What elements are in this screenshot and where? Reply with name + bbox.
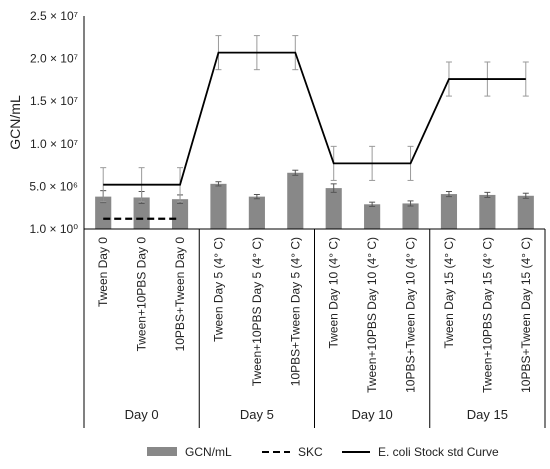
category-label-9: Tween Day 15 (4° C) (442, 237, 456, 349)
legend-label-0: GCN/mL (185, 445, 232, 459)
category-label-8: 10PBS+Tween Day 10 (4° C) (404, 237, 418, 393)
legend-swatch-0 (147, 447, 177, 456)
category-label-1: Tween+10PBS Day 0 (135, 237, 149, 352)
group-label-3: Day 15 (467, 407, 508, 422)
category-label-3: Tween Day 5 (4° C) (211, 237, 225, 342)
bar-4 (248, 196, 265, 229)
bar-7 (364, 204, 381, 229)
bar-11 (517, 195, 534, 229)
y-tick-label-0: 1.0 × 10⁰ (29, 222, 78, 236)
bar-series (95, 172, 534, 229)
bar-3 (210, 183, 227, 229)
legend-label-1: SKC (298, 445, 323, 459)
category-label-11: 10PBS+Tween Day 15 (4° C) (519, 237, 533, 393)
line-series (100, 35, 529, 220)
bar-8 (402, 203, 419, 229)
category-label-0: Tween Day 0 (96, 237, 110, 307)
category-label-4: Tween+10PBS Day 5 (4° C) (250, 237, 264, 386)
category-label-10: Tween+10PBS Day 15 (4° C) (480, 237, 494, 393)
group-labels: Day 0 Day 5 Day 10 Day 15 (125, 407, 508, 422)
legend-label-2: E. coli Stock std Curve (378, 445, 499, 459)
category-label-2: 10PBS+Tween Day 0 (173, 237, 187, 352)
y-tick-label-4: 2.0 × 10⁷ (30, 52, 78, 66)
std-curve-line (103, 51, 526, 186)
y-tick-label-2: 1.0 × 10⁷ (30, 137, 78, 151)
bar-10 (479, 194, 496, 229)
bar-1 (133, 197, 150, 229)
error-bars (100, 169, 529, 207)
bar-9 (440, 194, 458, 229)
y-tick-label-1: 5.0 × 10⁶ (29, 179, 78, 193)
bar-2 (171, 199, 189, 229)
bar-6 (325, 188, 342, 229)
category-labels: Tween Day 0 Tween+10PBS Day 0 10PBS+Tween … (96, 237, 533, 393)
y-tick-label-5: 2.5 × 10⁷ (30, 9, 78, 23)
y-axis-ticks: 1.0 × 10⁰ 5.0 × 10⁶ 1.0 × 10⁷ 1.5 × 10⁷ 2.0 … (29, 9, 78, 236)
y-axis-label: GCN/mL (7, 95, 23, 150)
category-label-6: Tween Day 10 (4° C) (327, 237, 341, 349)
axes (83, 16, 546, 428)
group-label-2: Day 10 (352, 407, 393, 422)
group-label-1: Day 5 (240, 407, 274, 422)
bar-5 (287, 172, 304, 229)
bar-0 (95, 196, 112, 229)
group-label-0: Day 0 (125, 407, 159, 422)
legend: GCN/mL SKC E. coli Stock std Curve (147, 445, 499, 459)
category-label-5: 10PBS+Tween Day 5 (4° C) (288, 237, 302, 386)
y-tick-label-3: 1.5 × 10⁷ (30, 94, 78, 108)
category-label-7: Tween+10PBS Day 10 (4° C) (365, 237, 379, 393)
